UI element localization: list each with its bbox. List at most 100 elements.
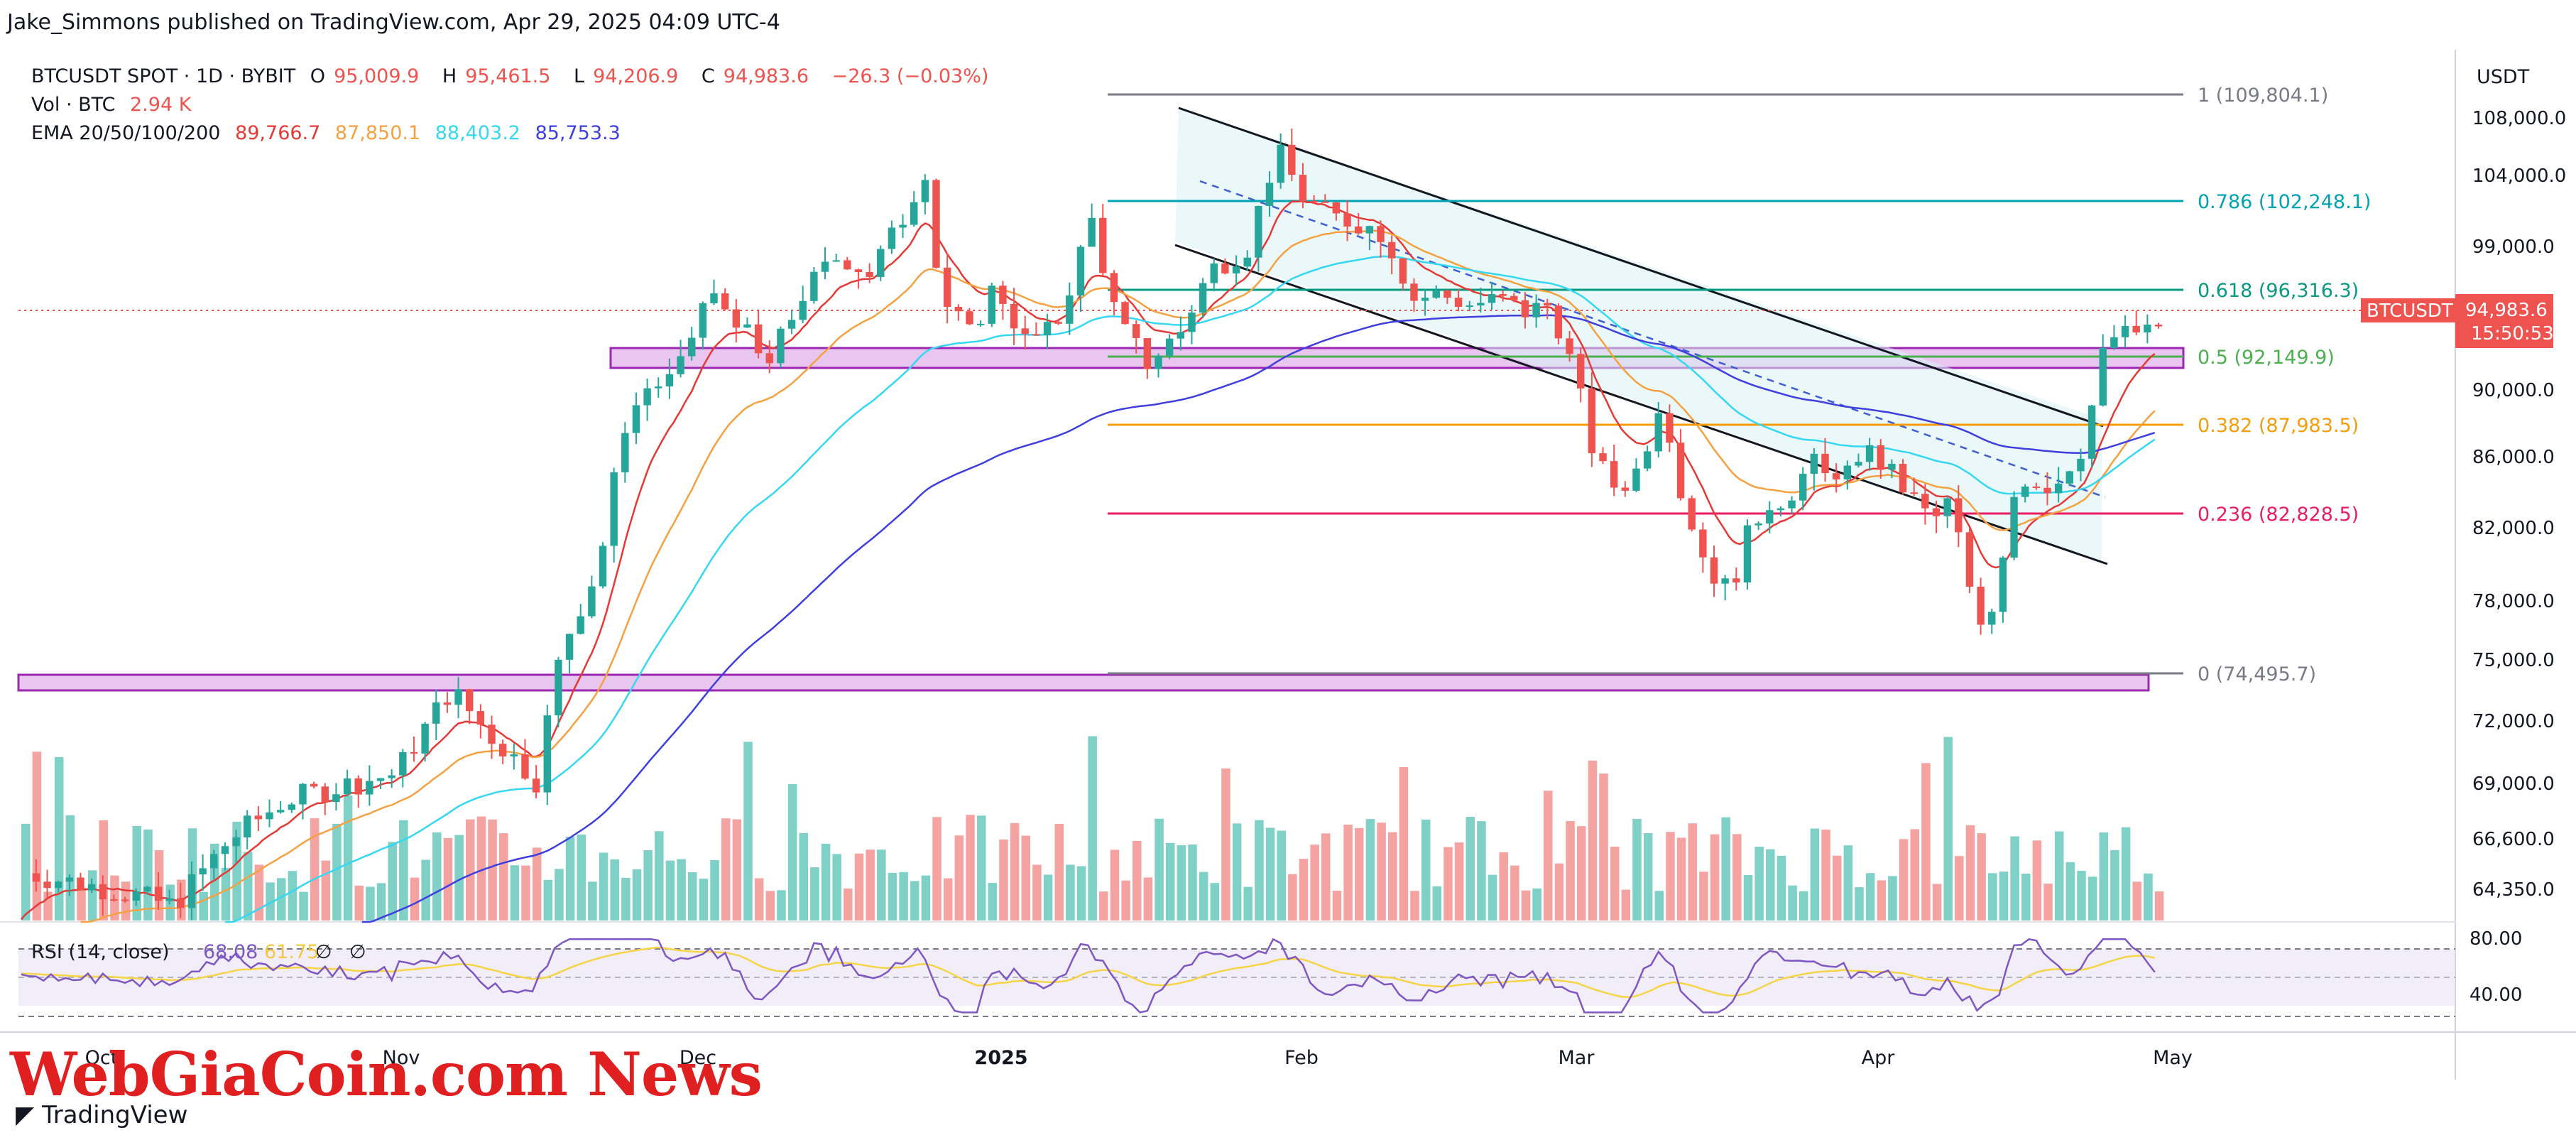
price-tag-value: 94,983.6 [2465,300,2548,321]
candle-body [999,286,1007,304]
candle-body [276,810,285,813]
candle-body [1865,445,1874,462]
candle-body [888,227,896,249]
volume-bar [732,819,742,921]
volume-bar [177,879,186,921]
candle-body [1188,313,1196,332]
symbol-label[interactable]: BTCUSDT SPOT · 1D · BYBIT [31,65,296,87]
fibonacci-levels[interactable]: 1 (109,804.1) 0.786 (102,248.1) 0.618 (96,… [1108,85,2371,685]
volume-bar [1032,864,1042,921]
volume-bar [1221,768,1230,921]
volume-bar [1155,818,1164,921]
volume-bar [1232,823,1242,921]
candle-body [877,249,885,277]
volume-bar [421,859,430,921]
volume-bar [354,885,364,921]
support-zone[interactable] [17,673,2150,692]
volume-row: Vol · BTC 2.94 K [31,91,997,119]
ohlc-row: BTCUSDT SPOT · 1D · BYBIT O 95,009.9 H 95,… [31,63,997,91]
volume-bar [1010,823,1020,921]
candle-body [1777,508,1785,511]
candle-body [765,353,773,364]
candle-body [476,711,485,725]
tradingview-logo[interactable]: ◤ TradingView [16,1101,187,1129]
volume-bar [266,882,275,921]
volume-bar [1877,880,1887,921]
volume-bar [655,831,664,921]
candle-body [665,374,674,387]
fib-label: 0.382 (87,983.5) [2198,415,2359,437]
candle-body [1255,205,1262,258]
volume-bar [99,820,109,921]
publisher-line: Jake_Simmons published on TradingView.co… [7,10,780,35]
volume-bar [521,865,530,921]
volume-bar [1943,737,1953,921]
resistance-zone[interactable] [609,347,2185,369]
candle-body [1421,298,1429,301]
time-tick: Apr [1862,1047,1896,1069]
volume-bar [1521,890,1531,921]
candle-body [721,293,729,310]
volume-bar [299,891,308,921]
candle-body [254,815,263,820]
volume-bar [1699,872,1708,921]
high-label: H [442,65,457,87]
rsi-na-1: ∅ [315,941,332,963]
candle-body [498,744,507,756]
volume-bar [1199,872,1208,921]
volume-bar [1532,888,1541,921]
channel-lower-line[interactable] [1174,244,2108,565]
candle-body [1288,144,1296,175]
ema-label[interactable]: EMA 20/50/100/200 [31,122,221,144]
volume-bar [1955,856,1964,921]
candle-body [1466,305,1473,308]
volume-label[interactable]: Vol · BTC [31,94,116,116]
volume-bar [1921,763,1931,921]
candle-body [2121,325,2129,337]
rsi-ma-value: 61.75 [264,941,319,963]
volume-bar [810,867,819,921]
candle-body [810,271,818,301]
candle-body [2110,337,2118,348]
candle-body [210,854,218,869]
candle-body [1643,451,1652,469]
candle-body [343,778,351,795]
channel-upper-line[interactable] [1178,107,2104,428]
candle-body [821,261,829,272]
candle-body [565,634,574,660]
time-tick: 2025 [974,1047,1027,1069]
volume-bar [1477,821,1486,921]
volume-bar [1999,872,2009,921]
open-label: O [310,65,326,87]
volume-bar [65,815,75,921]
currency-label[interactable]: USDT [2477,66,2530,88]
candle-body [87,884,96,891]
low-value: 94,206.9 [593,65,679,87]
volume-bar [121,881,131,921]
volume-bar [1788,885,1797,921]
candle-body [621,433,629,472]
volume-bar [1766,849,1775,921]
volume-bar [276,878,286,921]
candle-body [1321,201,1329,203]
rsi-label[interactable]: RSI (14, close) [31,941,170,963]
volume-bar [1121,880,1130,921]
volume-bar [1932,884,1942,921]
volume-bar [1621,889,1631,921]
volume-bar [1888,876,1897,921]
candle-body [1510,295,1518,300]
volume-bar [254,864,264,921]
volume-bar [999,839,1008,921]
volume-bar [1743,875,1753,921]
volume-bar [199,891,208,921]
footer-brand: TradingView [41,1101,188,1129]
candle-body [1132,324,1140,338]
candle-body [577,616,584,634]
dashed-trendline[interactable] [1199,180,2106,499]
candle-body [1310,200,1318,202]
candle-body [410,751,418,754]
volume-bar [376,883,386,921]
volume-bar [621,877,631,921]
volume-bar [1488,874,1497,921]
